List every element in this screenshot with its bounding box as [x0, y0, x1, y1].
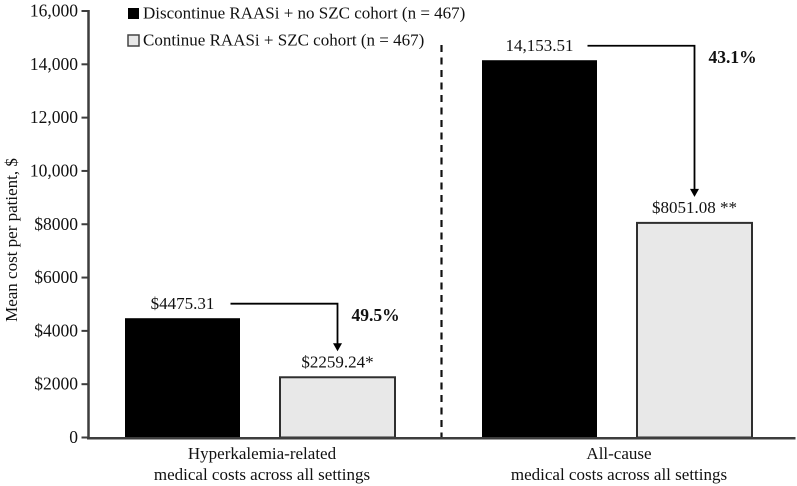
bar-value-label-continue-all-cause: $8051.08 **	[652, 198, 737, 217]
bar-discontinue-all-cause	[482, 60, 597, 438]
x-category-label-line2: medical costs across all settings	[511, 465, 727, 484]
reduction-percent-label-all-cause: 43.1%	[708, 47, 756, 67]
y-tick-label: 12,000	[30, 107, 78, 127]
reduction-arrow-hyperkalemia	[230, 302, 339, 345]
x-category-label-line1: Hyperkalemia-related	[188, 444, 337, 463]
reduction-arrow-all-cause	[587, 44, 696, 190]
bar-continue-all-cause	[636, 221, 753, 439]
reduction-arrowhead-hyperkalemia	[333, 343, 342, 352]
y-tick-label: $2000	[34, 374, 78, 394]
bar-value-label-discontinue-all-cause: 14,153.51	[506, 36, 574, 55]
legend-swatch-discontinue	[128, 8, 139, 19]
y-tick-label: 14,000	[30, 54, 78, 74]
bar-value-label-discontinue-hyperkalemia: $4475.31	[151, 294, 215, 313]
x-category-label-line1: All-cause	[586, 444, 651, 463]
bar-continue-hyperkalemia	[279, 376, 396, 439]
legend-label-continue: Continue RAASi + SZC cohort (n = 467)	[143, 31, 424, 50]
y-tick-label: 0	[69, 427, 78, 447]
y-tick-label: $4000	[34, 320, 78, 340]
y-axis-title: Mean cost per patient, $	[2, 158, 21, 322]
y-tick-label: 16,000	[30, 1, 78, 21]
legend-label-discontinue: Discontinue RAASi + no SZC cohort (n = 4…	[143, 4, 465, 23]
reduction-percent-label-hyperkalemia: 49.5%	[351, 305, 399, 325]
bar-value-label-continue-hyperkalemia: $2259.24*	[301, 352, 373, 371]
y-tick-label: $6000	[34, 267, 78, 287]
legend-swatch-continue	[127, 34, 140, 47]
reduction-arrowhead-all-cause	[690, 188, 699, 197]
y-tick-label: 10,000	[30, 160, 78, 180]
y-tick-label: $8000	[34, 214, 78, 234]
bar-discontinue-hyperkalemia	[125, 318, 240, 438]
x-category-label-line2: medical costs across all settings	[154, 465, 370, 484]
